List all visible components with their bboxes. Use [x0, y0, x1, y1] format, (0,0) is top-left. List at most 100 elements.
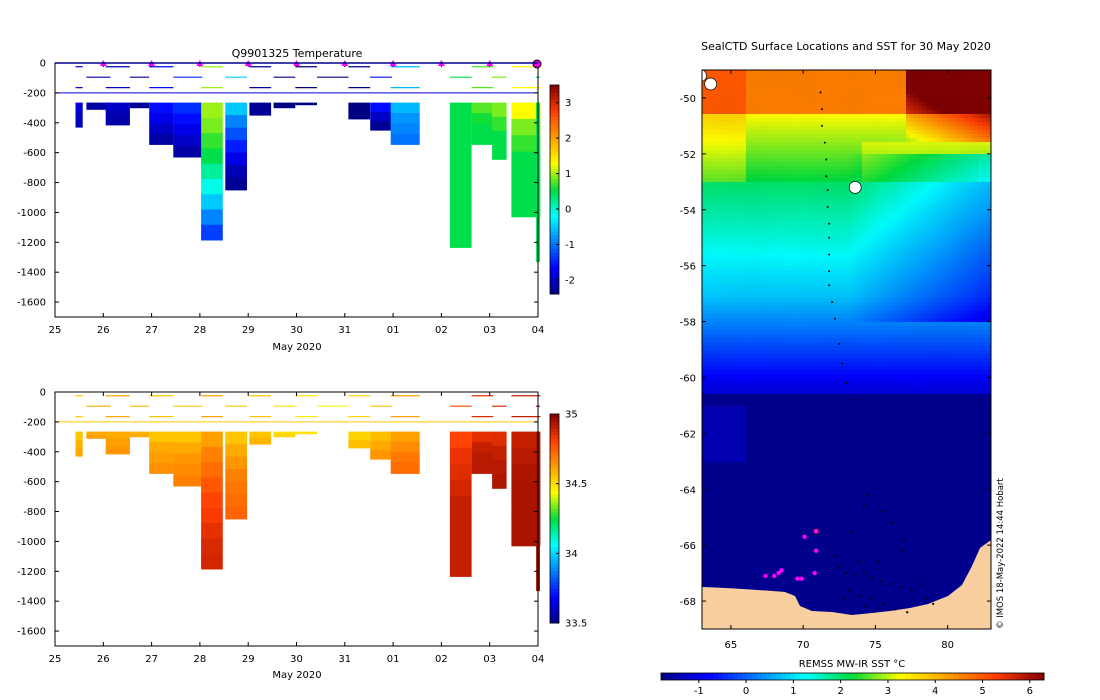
profile-cell — [449, 150, 472, 168]
colorbar-band — [550, 581, 559, 586]
profile-cell — [105, 446, 130, 455]
y-tick-label: -1400 — [17, 268, 46, 279]
colorbar-band — [550, 549, 559, 554]
profile-cell — [370, 431, 392, 442]
colorbar-band — [550, 227, 559, 232]
surface-marker-last — [532, 59, 542, 69]
colorbar-band — [550, 140, 559, 145]
profile-cell — [449, 118, 472, 136]
colorbar-band — [550, 109, 559, 114]
colorbar-band — [550, 588, 559, 593]
x-tick-label: 03 — [483, 654, 496, 665]
colorbar-band — [550, 151, 559, 156]
colorbar-band — [550, 193, 559, 197]
salinity-section-panel: 25 26 27 28 29 30 31 01 02 03 04 0-200-400-600-800… — [17, 388, 587, 682]
colorbar-tick-label: -1 — [565, 240, 575, 251]
temperature-section-panel: Q9901325 Temperature 25 26 27 28 29 30 31 01 02 0… — [17, 47, 575, 353]
colorbar-band — [550, 259, 559, 264]
y-tick-label: -800 — [23, 178, 46, 189]
y-tick-label: -200 — [23, 417, 46, 428]
x-tick-label: 01 — [387, 654, 400, 665]
colorbar-band — [550, 490, 559, 495]
profile-cell — [149, 113, 174, 124]
colorbar-band — [550, 563, 559, 568]
profile-cell — [173, 102, 203, 114]
colorbar-band — [550, 595, 559, 600]
profile-cell — [370, 450, 392, 460]
colorbar-band — [550, 234, 559, 239]
profile-cell — [201, 553, 223, 570]
profile-cell — [105, 117, 130, 126]
colorbar-band — [550, 480, 559, 485]
profile-cell — [471, 102, 494, 114]
profile-cell — [511, 513, 541, 530]
profile-cell — [105, 439, 130, 447]
x-tick-label: 25 — [49, 325, 62, 336]
sst-map-title: SealCTD Surface Locations and SST for 30… — [701, 40, 991, 53]
profile-cell — [471, 452, 494, 464]
colorbar-band — [550, 280, 559, 285]
profile-cell — [348, 102, 371, 112]
profile-cell — [471, 431, 494, 443]
profile-cell — [511, 135, 541, 152]
x-tick-label: 26 — [97, 654, 110, 665]
colorbar-band — [550, 203, 559, 208]
profile-cell — [201, 462, 223, 478]
colorbar-band — [550, 421, 559, 425]
profile-cell — [390, 442, 420, 453]
colorbar-band — [550, 290, 559, 295]
colorbar-band — [550, 88, 559, 93]
profile-cell — [86, 102, 111, 107]
x-tick-label: 02 — [435, 325, 448, 336]
temperature-xlabel: May 2020 — [272, 342, 321, 353]
colorbar-band — [550, 210, 559, 215]
colorbar-band — [550, 584, 559, 589]
profile-cell — [492, 102, 507, 118]
profile-cell — [225, 444, 247, 457]
profile-cell — [201, 431, 223, 448]
profile-cell — [511, 431, 541, 449]
profile-cell — [348, 439, 371, 449]
profile-cell — [492, 431, 507, 447]
colorbar-band — [550, 483, 559, 488]
salinity-y-ticks: 0-200-400-600-800-1000-1200-1400-1600 — [17, 388, 538, 638]
profile-cell — [173, 453, 203, 465]
profile-cell — [449, 447, 472, 465]
colorbar-band — [550, 85, 559, 89]
colorbar-band — [550, 476, 559, 481]
colorbar-tick-label: 34 — [565, 549, 578, 560]
colorbar-band — [550, 179, 559, 184]
colorbar-band — [550, 577, 559, 582]
profile-cell — [449, 479, 472, 497]
profile-cell — [149, 134, 174, 145]
colorbar-band — [550, 546, 559, 551]
profile-cell — [492, 145, 507, 160]
colorbar-tick-label: 0 — [565, 204, 571, 215]
colorbar-band — [550, 438, 559, 443]
profile-cell — [295, 103, 317, 106]
profile-cell — [86, 431, 111, 436]
colorbar-band — [550, 133, 559, 138]
colorbar-band — [550, 529, 559, 533]
colorbar-tick-label: 2 — [565, 134, 571, 145]
profile-cell — [511, 496, 541, 514]
salinity-profile-cells — [75, 431, 541, 592]
temperature-profile-cells — [75, 102, 541, 263]
profile-cell — [173, 124, 203, 136]
y-tick-label: -600 — [23, 477, 46, 488]
profile-cell — [471, 463, 494, 474]
colorbar-band — [550, 98, 559, 103]
sst-map-panel: SealCTD Surface Locations and SST for 30… — [660, 40, 1045, 697]
profile-cell — [273, 434, 296, 438]
profile-cell — [370, 111, 392, 122]
profile-cell — [225, 469, 247, 482]
profile-cell — [370, 102, 392, 113]
colorbar-band — [550, 504, 559, 509]
profile-cell — [225, 152, 247, 166]
colorbar-band — [550, 224, 559, 229]
colorbar-band — [550, 154, 559, 159]
profile-cell — [173, 146, 203, 158]
profile-cell — [511, 167, 541, 185]
y-tick-label: 0 — [40, 59, 46, 70]
profile-cell — [225, 115, 247, 128]
